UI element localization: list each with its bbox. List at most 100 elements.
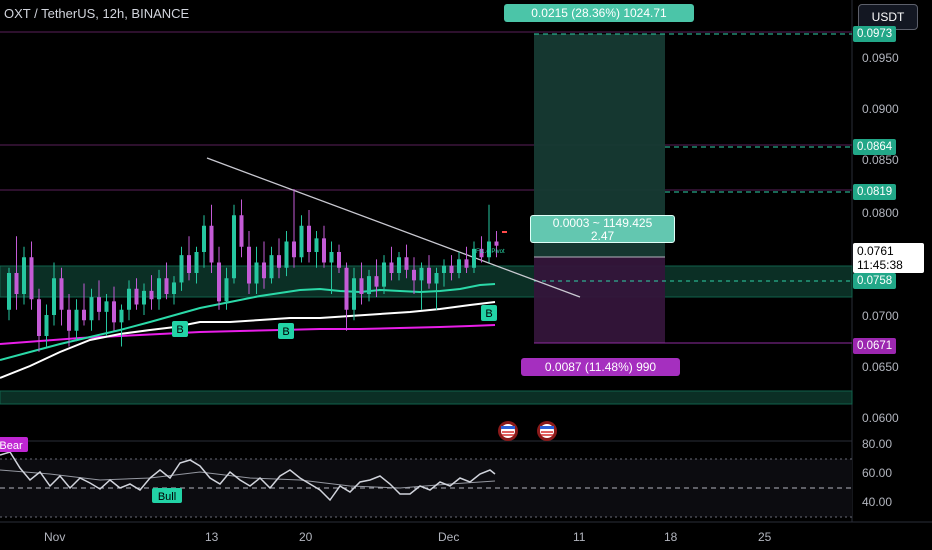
candle[interactable]	[119, 304, 124, 347]
support-zone-lower[interactable]	[0, 390, 853, 405]
candle[interactable]	[74, 299, 79, 342]
moving-average-white[interactable]	[0, 301, 496, 379]
candle[interactable]	[217, 246, 221, 310]
candle[interactable]	[307, 210, 311, 263]
candle[interactable]	[352, 267, 356, 321]
candle[interactable]	[89, 288, 94, 331]
candle[interactable]	[367, 269, 371, 302]
price-tag-0819[interactable]: 0.0819	[853, 184, 897, 200]
price-tag-0864[interactable]: 0.0864	[853, 139, 897, 155]
candle[interactable]	[262, 241, 266, 289]
candle[interactable]	[7, 267, 11, 321]
candle-body	[97, 297, 101, 312]
candle[interactable]	[44, 304, 49, 347]
candle[interactable]	[442, 259, 446, 287]
price-tag-0973[interactable]: 0.0973	[853, 26, 897, 42]
moving-average-green[interactable]	[0, 283, 496, 361]
candle[interactable]	[344, 262, 349, 331]
candle[interactable]	[194, 246, 199, 284]
rsi-bear-marker[interactable]: Bear	[0, 437, 28, 452]
position-center-label[interactable]: 0.0003 ~ 1149.425 2.47	[530, 215, 675, 243]
candle[interactable]	[97, 280, 101, 321]
us-flag-event-icon[interactable]	[537, 421, 557, 441]
candle[interactable]	[337, 244, 341, 273]
candle[interactable]	[187, 236, 191, 281]
candle[interactable]	[224, 267, 229, 310]
candle-body	[89, 297, 94, 321]
candle[interactable]	[202, 215, 206, 268]
candle-body	[337, 252, 341, 268]
candle[interactable]	[359, 262, 364, 305]
us-flag-event-icon[interactable]	[498, 421, 518, 441]
candle[interactable]	[457, 252, 461, 279]
candle[interactable]	[112, 286, 116, 331]
candle[interactable]	[179, 246, 184, 291]
candle[interactable]	[464, 246, 469, 273]
candle[interactable]	[29, 241, 34, 310]
candle[interactable]	[389, 246, 394, 281]
candle[interactable]	[494, 231, 499, 258]
candle[interactable]	[127, 280, 131, 321]
candle[interactable]	[284, 231, 289, 277]
symbol-title[interactable]: OXT / TetherUS, 12h, BINANCE	[4, 6, 190, 21]
candle[interactable]	[397, 252, 401, 281]
candle-body	[389, 262, 394, 273]
candle[interactable]	[134, 278, 139, 310]
candle[interactable]	[22, 246, 26, 305]
price-tag-0758[interactable]: 0.0758	[853, 273, 897, 289]
rsi-bull-marker[interactable]: Bull	[152, 488, 182, 503]
current-price-tag[interactable]: 0.0761 11:45:38	[853, 243, 924, 273]
position-loss-zone[interactable]	[534, 257, 665, 343]
price-tag-0671[interactable]: 0.0671	[853, 338, 897, 354]
candle[interactable]	[269, 246, 274, 284]
candle[interactable]	[247, 231, 251, 294]
candle[interactable]	[479, 236, 484, 263]
candle[interactable]	[232, 204, 236, 284]
rsi-moving-average[interactable]	[0, 469, 496, 489]
candle[interactable]	[157, 269, 161, 310]
candle[interactable]	[209, 204, 214, 273]
candle[interactable]	[434, 267, 439, 310]
profit-label[interactable]: 0.0215 (28.36%) 1024.71	[504, 4, 694, 22]
buy-marker[interactable]: B	[481, 305, 497, 321]
candle[interactable]	[59, 267, 64, 326]
candle[interactable]	[427, 255, 431, 289]
candle[interactable]	[449, 255, 454, 281]
candle[interactable]	[299, 215, 304, 263]
candle[interactable]	[172, 276, 176, 305]
rsi-line[interactable]	[0, 451, 496, 502]
candle[interactable]	[37, 288, 41, 352]
candle[interactable]	[254, 246, 259, 294]
buy-marker[interactable]: B	[278, 323, 294, 339]
candle[interactable]	[52, 262, 56, 326]
candle[interactable]	[82, 283, 86, 326]
candle[interactable]	[487, 204, 491, 263]
loss-label[interactable]: 0.0087 (11.48%) 990	[521, 358, 680, 376]
candle[interactable]	[239, 199, 244, 258]
candle[interactable]	[142, 283, 146, 316]
candle[interactable]	[382, 255, 386, 294]
candle[interactable]	[374, 259, 379, 298]
time-label: Dec	[438, 530, 460, 544]
buy-marker[interactable]: B	[172, 321, 188, 337]
candle[interactable]	[404, 244, 409, 279]
candle[interactable]	[67, 294, 71, 347]
candle[interactable]	[472, 241, 476, 274]
candle[interactable]	[277, 238, 281, 279]
candle-body	[247, 246, 251, 284]
candle[interactable]	[419, 262, 424, 310]
candle[interactable]	[164, 262, 169, 300]
candle[interactable]	[322, 225, 326, 268]
candle-body	[479, 248, 484, 258]
candle[interactable]	[104, 294, 109, 336]
descending-trendline[interactable]	[206, 157, 581, 298]
candle[interactable]	[412, 257, 416, 294]
candle[interactable]	[14, 236, 19, 310]
candle[interactable]	[149, 275, 154, 310]
candle[interactable]	[329, 241, 334, 295]
candle[interactable]	[292, 189, 296, 268]
candle-body	[29, 257, 34, 300]
rsi-scale-label: 40.00	[862, 495, 893, 509]
candle[interactable]	[314, 231, 319, 268]
